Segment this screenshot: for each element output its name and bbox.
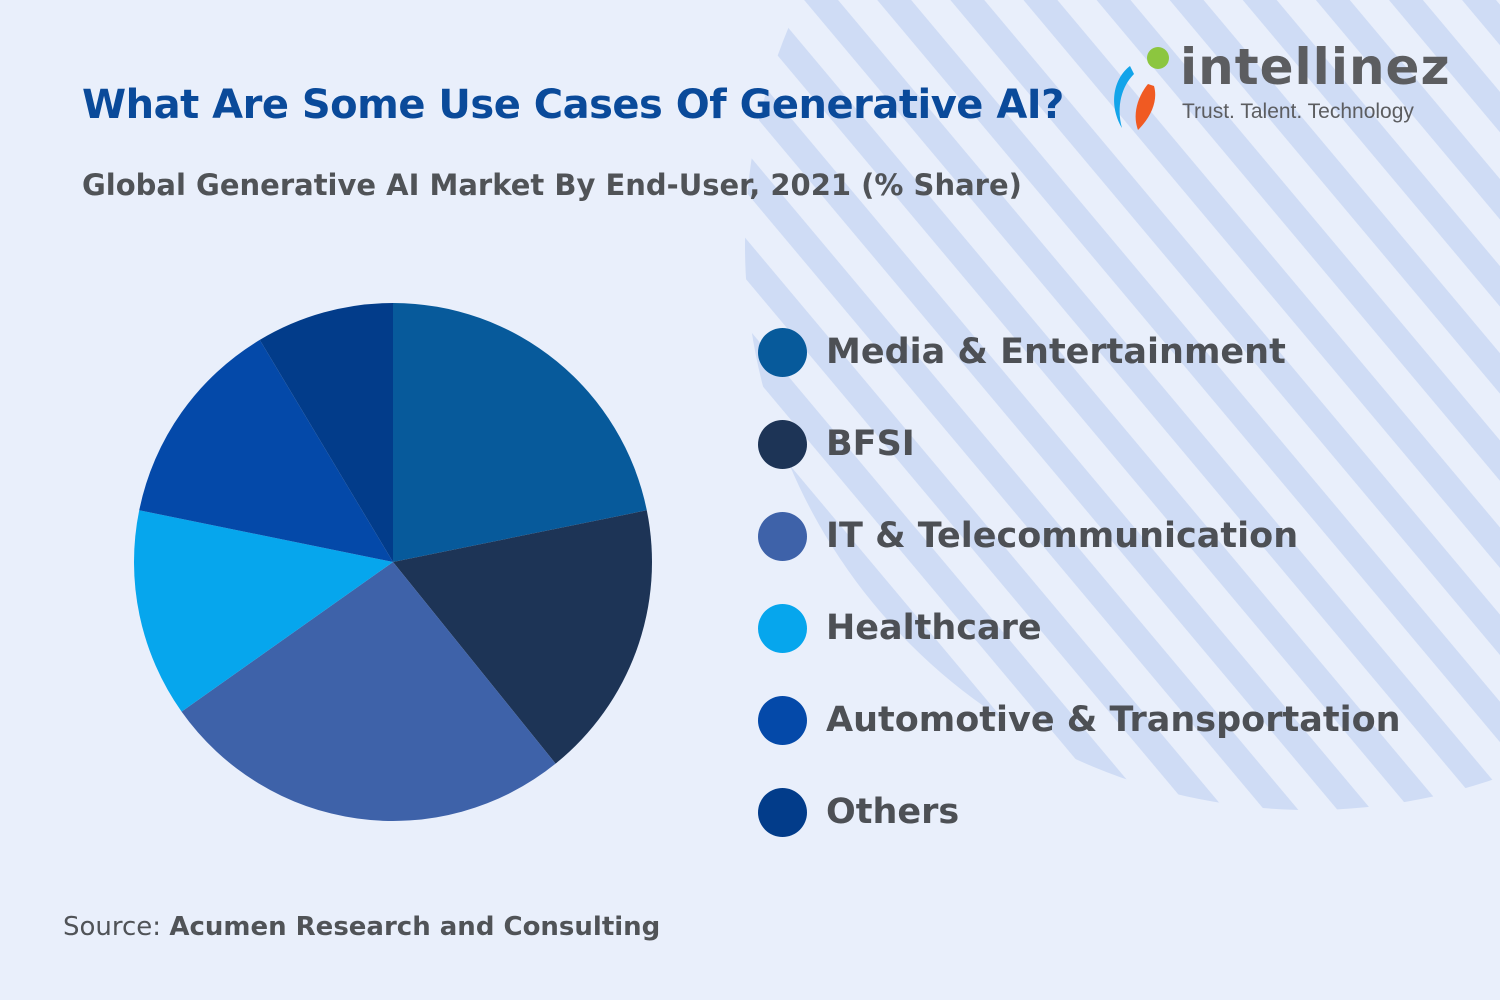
legend-item: Others xyxy=(758,766,1401,858)
legend-item: Media & Entertainment xyxy=(758,306,1401,398)
source-note: Source: Acumen Research and Consulting xyxy=(63,912,660,942)
pie-slice-bfsi xyxy=(393,510,653,764)
legend-item: IT & Telecommunication xyxy=(758,490,1401,582)
legend-swatch xyxy=(758,603,807,653)
legend-label: BFSI xyxy=(826,424,915,464)
legend-item: BFSI xyxy=(758,398,1401,490)
page-title: What Are Some Use Cases Of Generative AI… xyxy=(82,82,1064,128)
pie-slice-it-telecommunication xyxy=(181,562,556,822)
legend-swatch xyxy=(758,419,807,469)
pie-slice-automotive-transportation xyxy=(139,339,393,562)
legend-swatch xyxy=(758,787,807,837)
logo-tagline: Trust. Talent. Technology xyxy=(1182,100,1414,123)
legend-swatch xyxy=(758,327,807,377)
legend-label: Media & Entertainment xyxy=(826,332,1286,372)
source-label: Source: xyxy=(63,912,162,942)
legend-item: Automotive & Transportation xyxy=(758,674,1401,766)
chart-legend: Media & Entertainment BFSI IT & Telecommun… xyxy=(758,306,1401,858)
legend-label: Healthcare xyxy=(826,608,1042,648)
pie-slice-others xyxy=(259,303,393,562)
pie-slice-healthcare xyxy=(134,510,393,712)
pie-slice-media-entertainment xyxy=(393,303,647,562)
legend-label: Automotive & Transportation xyxy=(826,700,1401,740)
intellinez-logo: intellinez Trust. Talent. Technology xyxy=(1108,38,1458,134)
chart-subtitle: Global Generative AI Market By End-User,… xyxy=(82,168,1022,202)
legend-label: IT & Telecommunication xyxy=(826,516,1299,556)
legend-swatch xyxy=(758,695,807,745)
legend-swatch xyxy=(758,511,807,561)
legend-item: Healthcare xyxy=(758,582,1401,674)
logo-wordmark: intellinez xyxy=(1180,38,1451,96)
legend-label: Others xyxy=(826,792,960,832)
logo-mark-icon xyxy=(1114,47,1169,130)
source-name: Acumen Research and Consulting xyxy=(169,912,661,942)
